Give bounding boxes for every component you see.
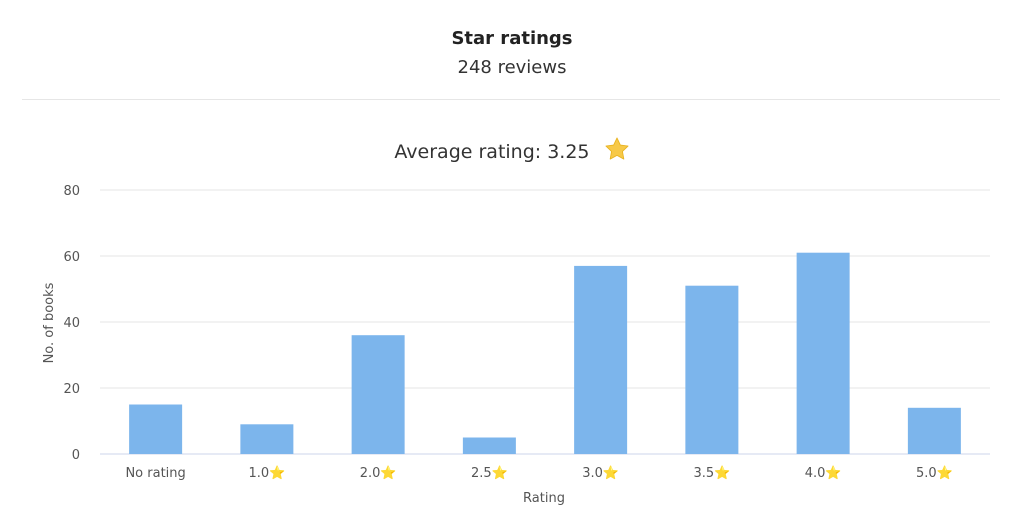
- bar[interactable]: [462, 437, 516, 455]
- y-tick-label: 60: [63, 250, 80, 265]
- x-tick-label: 3.5⭐: [693, 465, 730, 481]
- y-tick-label: 0: [72, 448, 80, 463]
- review-count: 248 reviews: [457, 57, 567, 78]
- grid-lines: [100, 189, 990, 455]
- x-axis-ticks: No rating 1.0⭐ 2.0⭐ 2.5⭐ 3.0⭐ 3.5⭐ 4.0⭐ 5.0⭐: [125, 465, 952, 481]
- bar[interactable]: [907, 407, 961, 454]
- y-tick-label: 20: [63, 382, 80, 397]
- bar[interactable]: [796, 252, 850, 454]
- x-tick-label: 5.0⭐: [916, 465, 953, 481]
- x-tick-label: 3.0⭐: [582, 465, 619, 481]
- chart-title: Star ratings: [451, 28, 573, 49]
- x-tick-label: 2.5⭐: [471, 465, 508, 481]
- average-rating: Average rating: 3.25: [0, 136, 1024, 167]
- star-icon: [604, 136, 630, 167]
- y-axis-title: No. of books: [42, 282, 57, 363]
- y-tick-label: 80: [63, 184, 80, 199]
- bars: [129, 252, 961, 455]
- y-axis-ticks: 0 20 40 60 80: [63, 184, 80, 463]
- divider: [22, 99, 1000, 100]
- x-axis-title: Rating: [523, 491, 565, 506]
- bar[interactable]: [351, 335, 405, 454]
- x-tick-label: 4.0⭐: [805, 465, 842, 481]
- bar[interactable]: [240, 424, 294, 454]
- bar[interactable]: [685, 285, 739, 454]
- x-tick-label: 2.0⭐: [360, 465, 397, 481]
- y-tick-label: 40: [63, 316, 80, 331]
- bar-chart: 0 20 40 60 80 No rating 1.0⭐ 2.0⭐ 2.5⭐ 3.0⭐ 3.5⭐ 4…: [42, 184, 990, 506]
- bar[interactable]: [129, 404, 183, 455]
- x-tick-label: 1.0⭐: [248, 465, 285, 481]
- average-rating-text: Average rating: 3.25: [394, 141, 590, 163]
- x-tick-label: No rating: [125, 466, 185, 481]
- bar[interactable]: [574, 265, 628, 454]
